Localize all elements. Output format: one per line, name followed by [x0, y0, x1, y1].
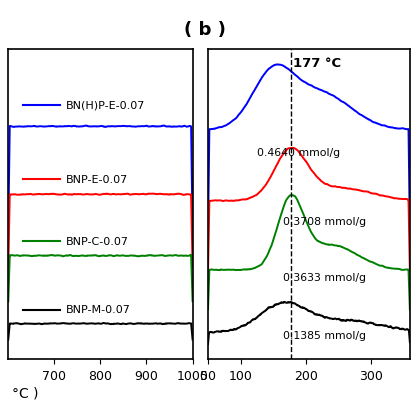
Text: 0.1385 mmol/g: 0.1385 mmol/g	[282, 330, 365, 340]
Text: °C ): °C )	[12, 385, 39, 399]
Text: ( b ): ( b )	[183, 21, 225, 39]
Text: 0.3633 mmol/g: 0.3633 mmol/g	[282, 272, 365, 282]
Text: BNP-E-0.07: BNP-E-0.07	[65, 175, 127, 185]
Text: BN(H)P-E-0.07: BN(H)P-E-0.07	[65, 100, 145, 110]
Text: 0.3708 mmol/g: 0.3708 mmol/g	[282, 216, 365, 226]
Text: 0.4640 mmol/g: 0.4640 mmol/g	[256, 148, 339, 158]
Text: BNP-C-0.07: BNP-C-0.07	[65, 237, 128, 247]
Text: 177 °C: 177 °C	[292, 57, 340, 70]
Text: BNP-M-0.07: BNP-M-0.07	[65, 305, 130, 315]
